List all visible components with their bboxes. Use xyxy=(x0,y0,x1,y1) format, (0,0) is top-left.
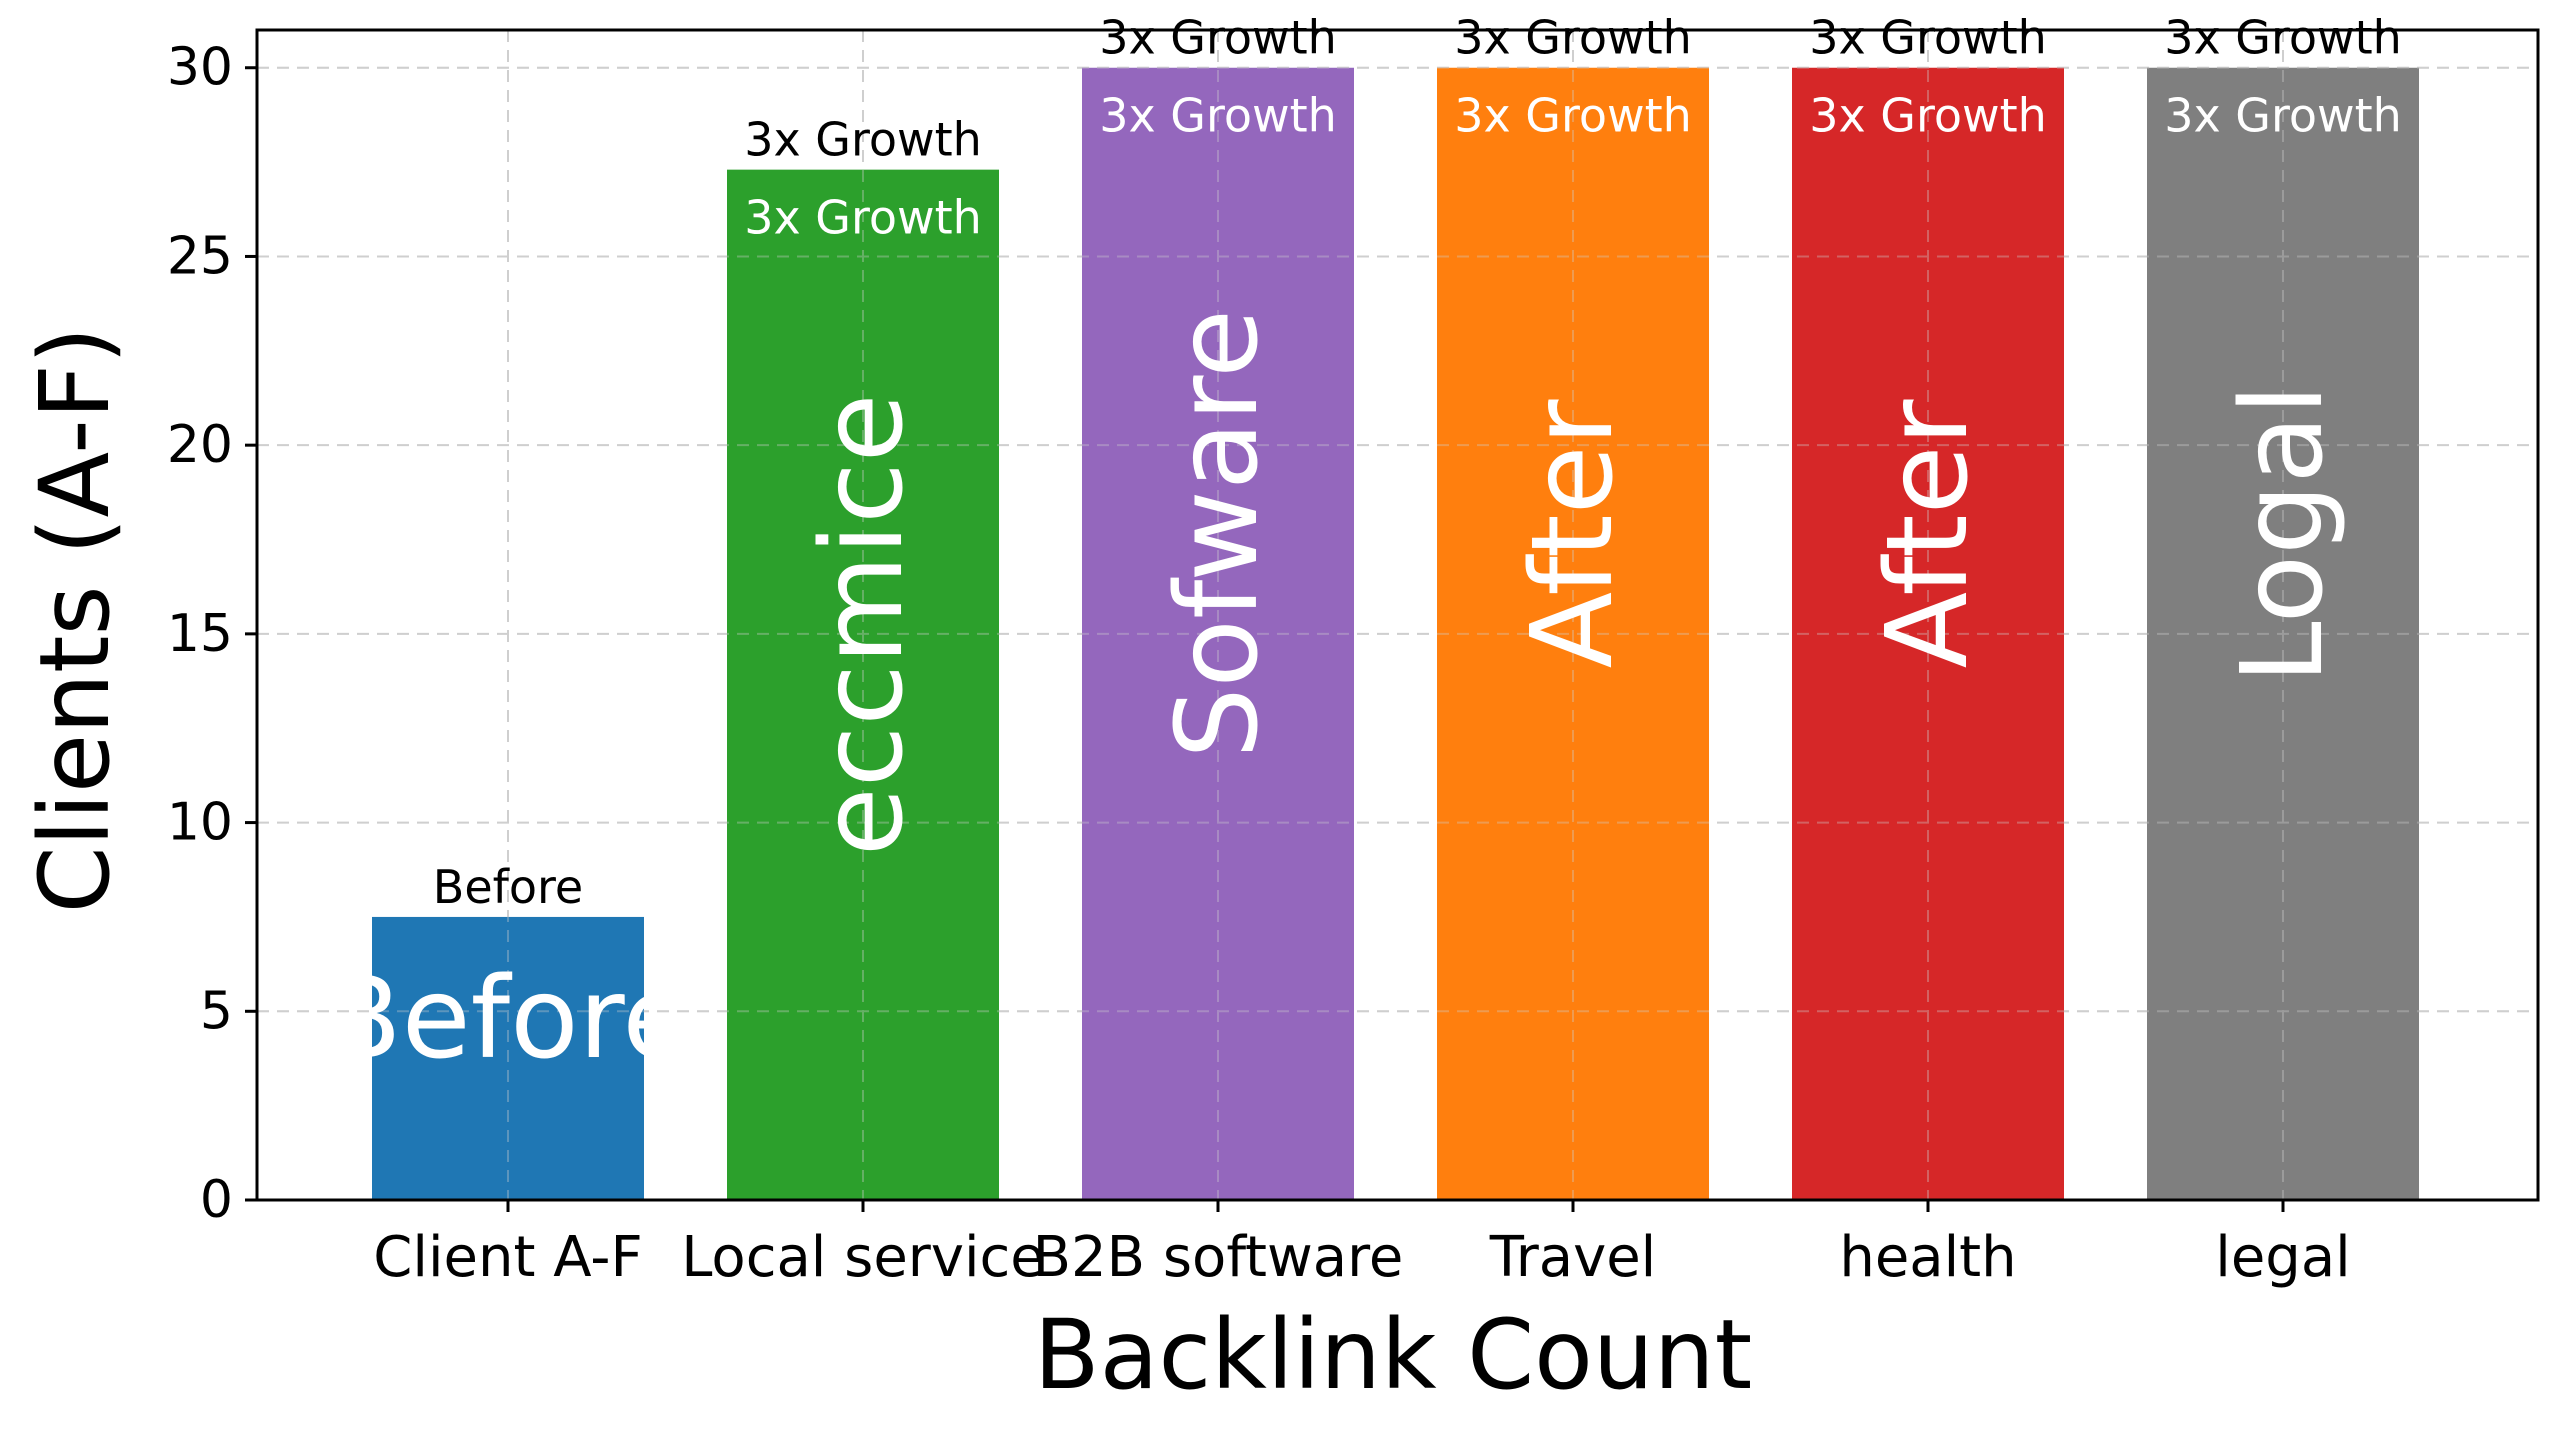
y-tick-label: 15 xyxy=(167,604,233,664)
x-tick-label: legal xyxy=(2215,1225,2350,1290)
y-tick-label: 30 xyxy=(167,38,233,98)
bar-inside-label: eccmice xyxy=(798,393,928,856)
bar-above-label: Before xyxy=(433,860,583,914)
bar-inner-top-label: 3x Growth xyxy=(1809,89,2047,143)
x-tick-label: health xyxy=(1839,1225,2016,1290)
x-tick-label: Travel xyxy=(1489,1225,1656,1290)
bar xyxy=(1792,67,2064,1200)
y-axis-title: Clients (A-F) xyxy=(19,327,131,914)
bar xyxy=(1437,67,1709,1200)
bar xyxy=(1082,67,1354,1200)
x-tick-label: B2B software xyxy=(1033,1225,1404,1290)
bar-inner-top-label: 3x Growth xyxy=(1099,89,1337,143)
y-tick-label: 0 xyxy=(200,1170,233,1230)
bar xyxy=(727,169,999,1201)
bar-inner-top-label: 3x Growth xyxy=(1454,89,1692,143)
bar-labels: Before 3x Growth 3x Growth 3x Growth 3x Grow… xyxy=(325,11,2402,1084)
bar-inside-label: Sofware xyxy=(1153,309,1283,759)
bar-above-label: 3x Growth xyxy=(744,113,982,167)
bar-inside-label: Before xyxy=(325,954,691,1084)
plot-frame xyxy=(255,28,2540,1202)
x-tick-label: Client A-F xyxy=(373,1225,642,1290)
bar-inside-label: Logal xyxy=(2218,384,2348,684)
x-tick-label: Local service xyxy=(681,1225,1045,1290)
bar xyxy=(2147,67,2419,1200)
y-tick-label: 25 xyxy=(167,226,233,286)
bar-inner-top-label: 3x Growth xyxy=(2164,89,2402,143)
bar-inside-label: After xyxy=(1508,398,1638,668)
bar-inner-top-label: 3x Growth xyxy=(744,191,982,245)
y-tick-label: 5 xyxy=(200,981,233,1041)
bars xyxy=(257,30,2538,1201)
bar-above-label: 3x Growth xyxy=(2164,11,2402,65)
bar-above-label: 3x Growth xyxy=(1454,11,1692,65)
y-tick-label: 10 xyxy=(167,793,233,853)
bar-above-label: 3x Growth xyxy=(1809,11,2047,65)
y-tick-label: 20 xyxy=(167,415,233,475)
bar-above-label: 3x Growth xyxy=(1099,11,1337,65)
x-axis-title: Backlink Count xyxy=(1034,1299,1752,1411)
bar xyxy=(372,916,644,1200)
bar-inside-label: After xyxy=(1863,398,1993,668)
